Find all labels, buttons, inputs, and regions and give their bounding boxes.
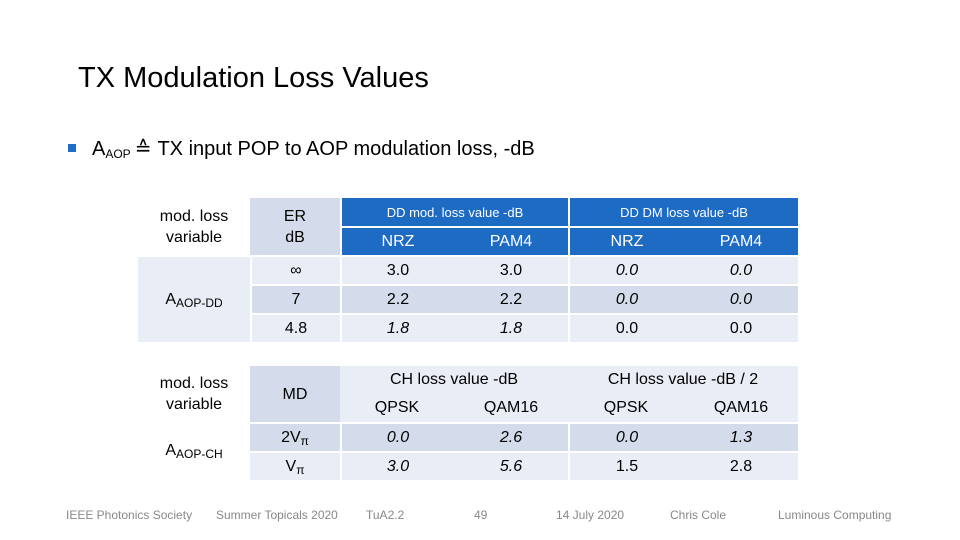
bullet-definition: A AOP ≙ TX input POP to AOP modulation loss… [68,136,535,161]
footer-company: Luminous Computing [778,508,892,522]
defined-as-symbol: ≙ [134,138,152,160]
table1-subheader: NRZ [340,226,454,255]
table2-group-ch-half: CH loss value -dB / 2 [568,366,798,394]
table1-er-header: ER dB [250,198,340,255]
table2-group-ch: CH loss value -dB [340,366,568,394]
value-cell: 3.0 [340,451,454,480]
value-cell: 0.0 [684,255,798,284]
bullet-symbol-main: A [92,138,106,160]
table1-subheader: PAM4 [454,226,568,255]
table1-subheader: NRZ [568,226,684,255]
value-cell: 0.0 [568,255,684,284]
value-cell: 1.5 [568,451,684,480]
table1-group-dd-dm: DD DM loss value -dB [568,198,798,226]
table2-subheader: QAM16 [684,394,798,422]
footer-session: TuA2.2 [366,508,405,522]
er-cell: 7 [250,284,340,313]
md-cell: 2Vπ [250,422,340,451]
table2-subheader: QPSK [568,394,684,422]
er-cell: ∞ [250,255,340,284]
table2-subheader: QPSK [340,394,454,422]
value-cell: 0.0 [340,422,454,451]
table1-row-label: AAOP-DD [138,255,250,342]
table2-variable-header: mod. loss variable [138,366,250,422]
square-bullet-icon [68,144,76,152]
value-cell: 2.2 [454,284,568,313]
value-cell: 0.0 [568,313,684,342]
table1-variable-header: mod. loss variable [138,198,250,255]
value-cell: 2.8 [684,451,798,480]
value-cell: 3.0 [340,255,454,284]
value-cell: 2.2 [340,284,454,313]
dd-loss-table: mod. loss variable ER dB DD mod. loss valu… [138,198,798,342]
value-cell: 0.0 [684,284,798,313]
table2-subheader: QAM16 [454,394,568,422]
value-cell: 1.8 [340,313,454,342]
table2-row-label: AAOP-CH [138,422,250,480]
md-cell: Vπ [250,451,340,480]
footer-page-number: 49 [474,508,488,522]
value-cell: 5.6 [454,451,568,480]
footer-society: IEEE Photonics Society [66,508,193,522]
slide-title: TX Modulation Loss Values [78,62,429,94]
bullet-symbol-sub: AOP [105,147,131,161]
value-cell: 1.3 [684,422,798,451]
bullet-text: TX input POP to AOP modulation loss, -dB [157,138,535,160]
value-cell: 0.0 [568,422,684,451]
table1-subheader: PAM4 [684,226,798,255]
table-row: AAOP-DD ∞ 3.0 3.0 0.0 0.0 [138,255,798,342]
value-cell: 3.0 [454,255,568,284]
table2-md-header: MD [250,366,340,422]
er-cell: 4.8 [250,313,340,342]
value-cell: 0.0 [684,313,798,342]
footer-event: Summer Topicals 2020 [216,508,338,522]
footer-date: 14 July 2020 [556,508,625,522]
ch-loss-table: mod. loss variable MD CH loss value -dB C… [138,366,798,480]
footer-author: Chris Cole [670,508,727,522]
value-cell: 0.0 [568,284,684,313]
table1-group-dd-mod: DD mod. loss value -dB [340,198,568,226]
value-cell: 2.6 [454,422,568,451]
value-cell: 1.8 [454,313,568,342]
table-row: AAOP-CH 2Vπ 0.0 2.6 0.0 1.3 [138,422,798,480]
